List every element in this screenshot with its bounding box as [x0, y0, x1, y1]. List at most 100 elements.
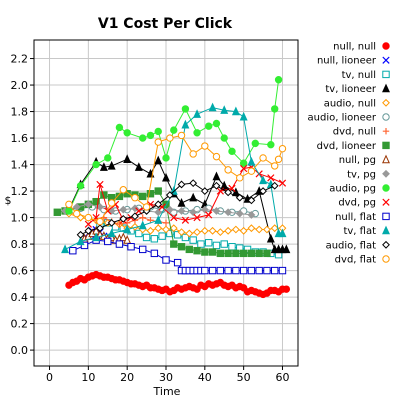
- legend-label: dvd, flat: [335, 255, 376, 266]
- data-point-tv-lioneer: [266, 233, 275, 243]
- data-point-null-flat: [224, 266, 232, 275]
- data-point-dvd-flat: [84, 213, 93, 222]
- data-point-dvd-lioneer: [185, 245, 193, 254]
- data-point-dvd-null: [162, 219, 170, 227]
- x-tick-label: 10: [81, 371, 95, 384]
- legend-item-tv-lioneer: tv, lioneer: [325, 83, 390, 95]
- data-point-dvd-pg: [193, 213, 201, 222]
- data-point-dvd-flat: [142, 203, 151, 211]
- y-tick-label: 0.0: [11, 344, 29, 357]
- data-point-audio-pg: [220, 134, 228, 142]
- data-point-audio-pg: [205, 122, 213, 130]
- data-point-dvd-pg: [170, 213, 178, 222]
- data-point-tv-null: [150, 235, 159, 243]
- series-null-null: [65, 270, 291, 299]
- data-point-tv-lioneer: [123, 154, 132, 163]
- data-point-dvd-lioneer: [146, 190, 155, 198]
- data-point-audio-null: [208, 226, 217, 235]
- data-point-dvd-lioneer: [224, 249, 232, 258]
- data-point-null-flat: [216, 266, 225, 275]
- y-tick-label: 1.6: [11, 132, 29, 145]
- data-point-audio-pg: [181, 105, 190, 113]
- data-point-dvd-lioneer: [177, 243, 186, 251]
- legend-label: tv, pg: [347, 169, 376, 180]
- data-point-audio-flat: [259, 187, 267, 195]
- data-point-audio-flat: [76, 230, 85, 239]
- data-point-tv-pg: [189, 208, 198, 217]
- data-point-tv-flat: [181, 119, 190, 129]
- data-point-tv-null: [158, 232, 166, 240]
- legend-label: dvd, null: [333, 127, 376, 138]
- legend-marker-tv-flat: [382, 225, 390, 235]
- legend-marker-audio-pg: [382, 184, 390, 192]
- data-point-tv-flat: [259, 175, 268, 185]
- data-point-tv-pg: [165, 205, 174, 214]
- data-point-null-flat: [239, 266, 248, 275]
- legend-label: tv, lioneer: [325, 84, 377, 95]
- data-point-dvd-pg: [84, 220, 92, 228]
- data-point-null-flat: [263, 266, 271, 275]
- data-point-audio-flat: [119, 214, 128, 223]
- data-point-tv-null: [166, 229, 174, 238]
- data-point-audio-null: [200, 226, 209, 235]
- x-tick-label: 40: [198, 371, 212, 384]
- data-point-dvd-lioneer: [193, 247, 201, 255]
- data-point-audio-pg: [228, 147, 236, 156]
- data-point-dvd-flat: [65, 200, 73, 209]
- y-tick-label: 1.8: [11, 106, 29, 119]
- data-point-dvd-lioneer: [208, 248, 217, 256]
- data-point-audio-flat: [189, 179, 198, 188]
- data-point-tv-flat: [239, 111, 248, 121]
- data-point-tv-flat: [193, 109, 202, 118]
- data-point-dvd-flat: [131, 193, 139, 202]
- data-point-audio-null: [263, 225, 271, 234]
- data-point-dvd-lioneer: [239, 249, 248, 258]
- data-point-null-pg: [123, 235, 132, 244]
- data-point-dvd-lioneer: [201, 248, 209, 256]
- legend-marker-audio-lioneer: [382, 113, 390, 121]
- data-point-audio-flat: [131, 212, 139, 221]
- data-point-tv-lioneer: [99, 162, 108, 171]
- legend-item-dvd-flat: dvd, flat: [335, 255, 390, 266]
- legend-item-dvd-lioneer: dvd, lioneer: [317, 141, 390, 152]
- data-point-tv-pg: [131, 204, 139, 213]
- legend-marker-dvd-null: [382, 128, 390, 135]
- data-point-audio-flat: [177, 180, 186, 189]
- data-point-dvd-lioneer: [247, 249, 256, 258]
- data-point-tv-flat: [61, 244, 70, 254]
- data-point-tv-pg: [212, 207, 221, 215]
- data-point-dvd-flat: [96, 217, 104, 226]
- data-point-dvd-flat: [212, 152, 221, 161]
- data-point-tv-lioneer: [107, 160, 116, 170]
- data-point-tv-lioneer: [220, 180, 229, 190]
- data-point-tv-pg: [247, 211, 256, 219]
- data-point-tv-null: [205, 239, 213, 247]
- data-point-dvd-flat: [247, 167, 256, 175]
- y-tick-label: 2.0: [11, 79, 29, 92]
- data-point-tv-null: [243, 245, 252, 254]
- y-axis-label: $: [5, 194, 12, 207]
- data-point-tv-pg: [119, 205, 128, 214]
- x-tick-label: 50: [237, 371, 251, 384]
- data-point-dvd-flat: [119, 186, 127, 194]
- legend-marker-tv-pg: [382, 169, 390, 178]
- legend-item-null-pg: null, pg: [339, 154, 390, 166]
- data-point-tv-null: [236, 244, 244, 252]
- data-point-dvd-flat: [278, 144, 287, 153]
- data-point-tv-lioneer: [189, 192, 198, 202]
- data-point-tv-null: [212, 241, 221, 250]
- data-point-tv-lioneer: [282, 244, 291, 254]
- data-point-dvd-pg: [181, 216, 190, 224]
- data-point-tv-flat: [220, 105, 229, 114]
- data-point-dvd-lioneer: [154, 187, 162, 195]
- data-point-audio-pg: [76, 182, 85, 190]
- y-tick-label: 0.4: [11, 291, 29, 304]
- data-point-tv-pg: [235, 209, 244, 218]
- data-point-tv-null: [181, 233, 190, 242]
- data-point-audio-flat: [224, 188, 233, 197]
- data-point-audio-null: [193, 228, 201, 237]
- data-point-dvd-flat: [73, 209, 81, 218]
- data-point-dvd-flat: [166, 134, 174, 142]
- data-point-dvd-lioneer: [162, 200, 170, 209]
